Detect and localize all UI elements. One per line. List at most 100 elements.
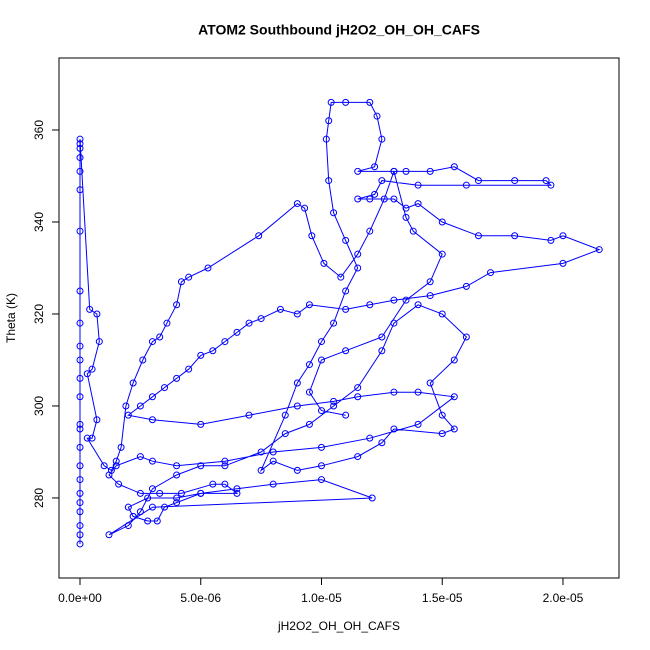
data-point: [305, 361, 313, 369]
data-point: [390, 388, 398, 396]
data-point: [438, 310, 446, 318]
data-point: [354, 250, 362, 258]
data-point: [144, 494, 152, 502]
data-point: [378, 439, 386, 447]
data-point: [402, 167, 410, 175]
data-point: [390, 296, 398, 304]
data-point: [88, 365, 96, 373]
data-point: [293, 200, 301, 208]
data-point: [76, 186, 84, 194]
data-point: [257, 315, 265, 323]
data-point: [281, 430, 289, 438]
data-point: [337, 273, 345, 281]
data-point: [342, 287, 350, 295]
data-point: [366, 98, 374, 106]
data-point: [148, 338, 156, 346]
data-point: [257, 466, 265, 474]
data-point: [342, 305, 350, 313]
data-point: [354, 453, 362, 461]
data-point: [124, 522, 132, 530]
data-point: [325, 117, 333, 125]
data-point: [438, 411, 446, 419]
data-point: [76, 499, 84, 507]
plot-frame: [58, 57, 620, 579]
x-tick-label: 5.0e-06: [180, 591, 221, 605]
x-tick-label: 1.5e-05: [422, 591, 463, 605]
data-point: [269, 448, 277, 456]
data-point: [204, 264, 212, 272]
y-tick-label: 340: [32, 212, 46, 232]
data-point: [330, 402, 338, 410]
data-point: [76, 154, 84, 162]
data-point: [93, 310, 101, 318]
data-point: [368, 494, 376, 502]
data-point: [325, 177, 333, 185]
data-point: [233, 489, 241, 497]
data-point: [371, 163, 379, 171]
x-tick-label: 0.0e+00: [58, 591, 102, 605]
data-point: [129, 379, 137, 387]
data-point: [366, 301, 374, 309]
data-point: [354, 384, 362, 392]
data-point: [148, 457, 156, 465]
data-point: [305, 388, 313, 396]
data-point: [293, 379, 301, 387]
data-point: [76, 140, 84, 148]
data-point: [76, 227, 84, 235]
data-point: [354, 393, 362, 401]
data-point: [156, 333, 164, 341]
y-tick-label: 280: [32, 488, 46, 508]
data-point: [354, 264, 362, 272]
data-point: [76, 531, 84, 539]
data-point: [317, 407, 325, 415]
data-point: [93, 416, 101, 424]
data-point: [129, 512, 137, 520]
data-point: [197, 462, 205, 470]
data-point: [257, 448, 265, 456]
data-point: [414, 301, 422, 309]
data-point: [83, 370, 91, 378]
data-point: [153, 517, 161, 525]
data-point: [342, 236, 350, 244]
data-point: [462, 333, 470, 341]
data-point: [95, 338, 103, 346]
data-point: [426, 379, 434, 387]
data-point: [380, 195, 388, 203]
data-point: [366, 434, 374, 442]
data-point: [185, 365, 193, 373]
data-point: [269, 457, 277, 465]
data-point: [177, 278, 185, 286]
data-point: [76, 489, 84, 497]
data-point: [559, 232, 567, 240]
data-point: [221, 480, 229, 488]
data-point: [317, 443, 325, 451]
data-point: [139, 356, 147, 364]
data-point: [233, 328, 241, 336]
data-point: [117, 443, 125, 451]
data-point: [342, 347, 350, 355]
data-point: [450, 163, 458, 171]
data-point: [173, 471, 181, 479]
data-point: [100, 462, 108, 470]
data-point: [76, 319, 84, 327]
data-point: [390, 425, 398, 433]
data-point: [426, 292, 434, 300]
data-point: [76, 420, 84, 428]
data-point: [378, 333, 386, 341]
data-point: [173, 374, 181, 382]
data-point: [378, 135, 386, 143]
data-point: [112, 457, 120, 465]
data-point: [322, 135, 330, 143]
data-point: [173, 301, 181, 309]
y-tick-label: 320: [32, 304, 46, 324]
data-point: [197, 420, 205, 428]
data-point: [255, 232, 263, 240]
data-point: [112, 462, 120, 470]
data-point: [414, 420, 422, 428]
data-point: [148, 503, 156, 511]
data-point: [76, 356, 84, 364]
data-point: [245, 411, 253, 419]
data-point: [148, 393, 156, 401]
